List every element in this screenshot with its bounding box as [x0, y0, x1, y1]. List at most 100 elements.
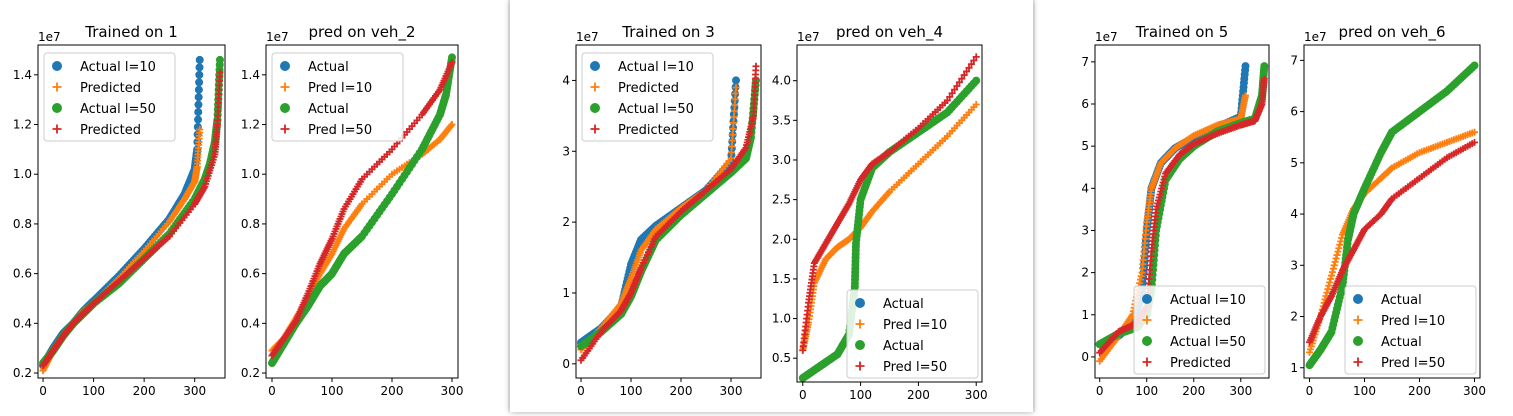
data-point [195, 70, 204, 79]
axis-offset-text: 1e7 [38, 30, 61, 44]
data-point [1336, 241, 1344, 249]
y-tick-label: 5 [1081, 139, 1089, 153]
x-tick-label: 100 [321, 384, 344, 398]
data-point [195, 63, 204, 72]
y-tick-label: 0.5 [772, 351, 791, 365]
y-tick-label: 1.0 [13, 167, 32, 181]
data-point [948, 89, 956, 97]
x-tick-label: 0 [1306, 384, 1314, 398]
data-point [946, 93, 954, 101]
axis-offset-text: 1e7 [576, 30, 599, 44]
data-point [960, 71, 968, 79]
x-tick-label: 300 [183, 384, 206, 398]
data-point [972, 53, 980, 61]
legend-label: Predicted [80, 81, 141, 96]
legend-label: Predicted [618, 123, 679, 138]
legend-label: Actual l=10 [80, 60, 156, 75]
legend-label: Pred l=10 [308, 81, 372, 96]
data-point [1331, 258, 1339, 266]
legend-label: Actual [308, 102, 349, 117]
y-tick-label: 1 [1290, 361, 1298, 375]
data-point [1335, 244, 1343, 252]
data-point [1260, 75, 1268, 83]
legend-box [1133, 285, 1266, 375]
y-tick-label: 0.8 [13, 217, 32, 231]
data-point [1326, 278, 1334, 286]
legend-marker [280, 103, 290, 113]
legend-marker [855, 319, 865, 329]
axis-offset-text: 1e7 [797, 30, 820, 44]
y-tick-label: 7 [1290, 53, 1298, 67]
legend-box [43, 52, 176, 142]
y-tick-label: 0 [562, 357, 570, 371]
y-tick-label: 0.4 [13, 316, 32, 330]
x-tick-label: 100 [1135, 384, 1158, 398]
legend-label: Actual [883, 297, 924, 312]
data-point [1338, 234, 1346, 242]
figure-window-3: 0 100 200 300 0 1 2 3 4 5 6 7 1e7 Trained on 5 Actual … [1035, 0, 1513, 412]
data-point [1241, 62, 1250, 71]
chart-title: Trained on 1 [84, 23, 178, 41]
legend-marker [52, 82, 62, 92]
data-point [955, 78, 963, 86]
data-point [1328, 272, 1335, 280]
series-4 [577, 62, 760, 364]
y-tick-label: 4.0 [772, 74, 791, 88]
y-tick-label: 2 [1290, 310, 1298, 324]
axes-frame [265, 44, 459, 379]
legend-marker [1353, 315, 1363, 325]
legend-label: Actual [1381, 293, 1422, 308]
data-point [1333, 251, 1341, 259]
x-tick-label: 0 [1096, 384, 1104, 398]
legend: Actual l=10 Predicted Actual l=50 Predicted [1133, 285, 1266, 375]
data-point [943, 97, 951, 105]
legend-box [271, 52, 404, 142]
data-point [752, 62, 760, 70]
legend-label: Predicted [80, 123, 141, 138]
legend-marker [590, 82, 600, 92]
y-tick-label: 3 [562, 144, 570, 158]
data-point [448, 53, 456, 62]
data-point [730, 107, 738, 115]
series-2 [1305, 61, 1479, 370]
legend-marker [590, 103, 600, 113]
y-tick-label: 4 [1290, 207, 1298, 221]
window-gap [1033, 0, 1035, 412]
y-tick-label: 0.4 [241, 316, 260, 330]
subplot-pred-on-veh-6: 0 100 200 300 1 2 3 4 5 6 7 1e7 pred on veh_6 Actual P… [1290, 23, 1486, 398]
legend-label: Predicted [1170, 356, 1231, 371]
y-tick-label: 0.2 [13, 366, 32, 380]
chart-title: pred on veh_4 [836, 23, 943, 42]
data-point [194, 100, 203, 109]
legend: Actual Pred l=10 Actual Pred l=50 [1344, 285, 1477, 375]
data-point [1471, 138, 1478, 146]
x-tick-label: 0 [39, 384, 47, 398]
legend-marker [1142, 294, 1152, 304]
x-tick-label: 300 [965, 388, 988, 402]
figure-1-canvas: 0 100 200 300 0.2 0.4 0.6 0.8 1.0 1.2 1.4 1e7 Traine… [13, 23, 464, 398]
data-point [972, 76, 981, 85]
legend-marker [590, 61, 600, 71]
data-point [729, 125, 737, 133]
x-tick-label: 300 [1463, 384, 1486, 398]
legend-label: Actual l=50 [80, 102, 156, 117]
y-tick-label: 6 [1081, 97, 1089, 111]
legend-marker [52, 124, 62, 134]
legend-marker [855, 340, 865, 350]
legend-marker [1353, 294, 1363, 304]
legend-marker [1353, 357, 1363, 367]
data-point [448, 58, 456, 66]
legend-marker [855, 361, 865, 371]
y-tick-label: 1.5 [772, 272, 791, 286]
data-point [1337, 237, 1345, 245]
legend: Actual l=10 Predicted Actual l=50 Predicted [581, 52, 714, 142]
y-tick-label: 3.5 [772, 113, 791, 127]
y-tick-label: 2 [1081, 266, 1089, 280]
data-point [196, 125, 204, 133]
x-tick-label: 200 [1408, 384, 1431, 398]
x-tick-label: 200 [907, 388, 930, 402]
legend-box [846, 289, 979, 379]
chart-title: pred on veh_6 [1339, 23, 1446, 42]
legend-marker [1142, 315, 1152, 325]
